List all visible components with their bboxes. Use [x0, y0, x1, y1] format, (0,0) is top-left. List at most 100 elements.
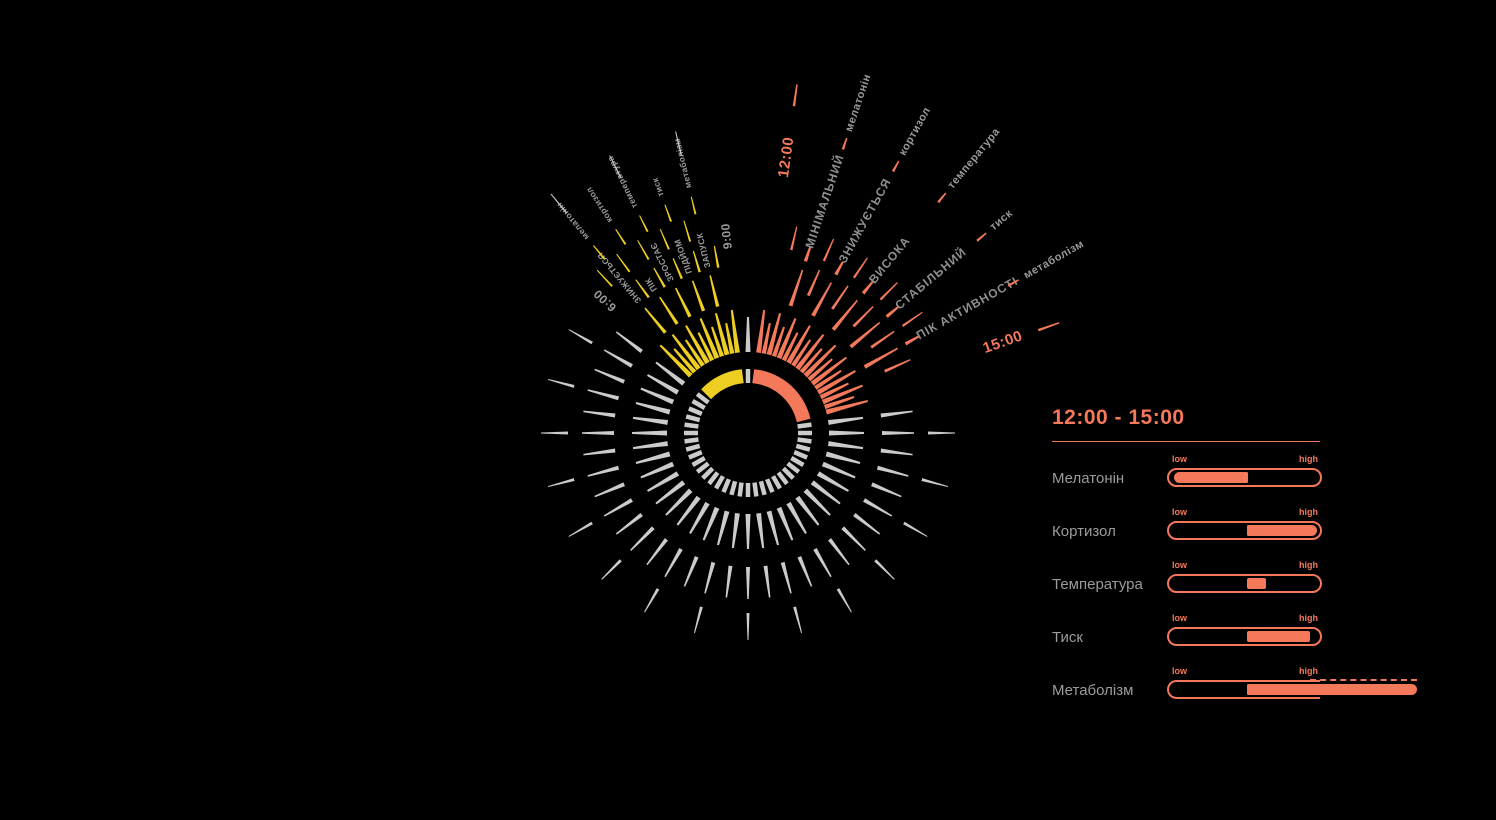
ray-descriptor-label: ПІДЙОМ — [671, 238, 694, 276]
wheel-tick — [891, 160, 900, 173]
wheel-tick — [795, 443, 811, 452]
wheel-tick — [697, 332, 715, 362]
wheel-tick — [771, 376, 782, 391]
ray-descriptor-label: ВИСОКА — [866, 234, 913, 287]
wheel-tick — [713, 245, 720, 268]
ray-parameter-label: кортизол — [897, 105, 933, 158]
wheel-tick — [691, 456, 706, 467]
wheel-tick — [653, 267, 666, 288]
wheel-tick — [707, 380, 720, 395]
wheel-tick — [550, 193, 568, 214]
time-label-6-00: 6:00 — [591, 287, 620, 315]
wheel-tick — [852, 305, 874, 328]
wheel-tick — [821, 461, 856, 479]
wheel-tick — [827, 416, 864, 425]
wheel-tick — [781, 332, 799, 362]
wheel-tick — [766, 312, 782, 356]
wheel-tick — [786, 325, 811, 365]
wheel-tick — [675, 131, 683, 157]
metric-bar-area: low high — [1167, 504, 1322, 557]
wheel-tick — [793, 406, 808, 416]
wheel-tick — [834, 261, 844, 276]
wheel-tick — [730, 309, 740, 354]
wheel-tick — [635, 402, 671, 415]
wheel-tick — [596, 269, 613, 287]
ray-descriptor-label: МІНІМАЛЬНИЙ — [802, 152, 847, 250]
wheel-tick — [799, 348, 823, 374]
wheel-tick — [547, 478, 575, 488]
wheel-tick — [841, 526, 866, 551]
wheel-tick — [803, 246, 812, 262]
wheel-tick — [746, 613, 750, 640]
wheel-tick — [880, 448, 913, 456]
wheel-tick — [568, 329, 593, 345]
wheel-tick — [587, 389, 620, 401]
wheel-tick — [659, 344, 693, 378]
wheel-tick — [692, 250, 701, 273]
wheel-tick — [814, 369, 842, 390]
wheel-tick — [609, 155, 622, 179]
wheel-tick — [714, 312, 730, 356]
wheel-tick — [790, 456, 805, 467]
wheel-tick — [731, 512, 740, 549]
wheel-tick — [676, 495, 701, 526]
wheel-tick — [729, 480, 738, 496]
wheel-tick — [647, 374, 680, 395]
wheel-tick — [646, 538, 669, 566]
wheel-tick — [664, 548, 683, 578]
wheel-tick — [647, 471, 680, 492]
metric-row: Метаболізм low high — [1049, 663, 1479, 716]
wheel-tick — [733, 369, 741, 385]
wheel-tick — [831, 285, 849, 310]
scale-low-label: low — [1172, 560, 1187, 570]
wheel-tick — [583, 410, 616, 418]
circadian-wheel[interactable]: МІНІМАЛЬНИЙмелатонінЗНИЖУЄТЬСЯкортизолВИ… — [0, 0, 1140, 820]
wheel-tick — [798, 430, 812, 436]
metric-bar-area: low high — [1167, 663, 1417, 716]
wheel-tick — [583, 448, 616, 456]
metric-bar-fill — [1247, 525, 1317, 536]
sector-morning-6-9[interactable]: ЗНИЖУЄТЬСЯмелатонінПІКкортизолЗРОСТАЄтем… — [550, 131, 735, 334]
detail-panel: 12:00 - 15:00 Мелатонін low high Кортизол lo… — [1049, 404, 1479, 699]
wheel-tick — [691, 399, 706, 410]
wheel-tick — [752, 482, 759, 497]
wheel-tick — [714, 475, 725, 490]
wheel-tick — [1037, 322, 1060, 332]
wheel-tick — [797, 556, 813, 587]
wheel-tick — [582, 431, 614, 435]
wheel-tick — [853, 512, 881, 535]
metric-row: Мелатонін low high — [1049, 451, 1479, 504]
wheel-tick — [659, 296, 679, 325]
wheel-tick — [685, 325, 710, 365]
ray-parameter-label: кортизол — [584, 185, 615, 225]
ray-parameter-label: метаболізм — [1022, 238, 1086, 282]
wheel-tick — [593, 245, 606, 261]
wheel-tick — [684, 339, 705, 367]
wheel-tick — [587, 465, 620, 477]
wheel-tick — [690, 196, 697, 215]
wheel-tick — [603, 498, 633, 517]
wheel-tick — [781, 466, 795, 480]
wheel-tick — [659, 228, 670, 250]
ray-parameter-label: мелатонін — [843, 72, 873, 133]
wheel-tick — [640, 461, 675, 479]
wheel-tick — [793, 450, 808, 460]
wheel-tick — [921, 478, 949, 488]
wheel-tick — [779, 383, 792, 397]
wheel-tick — [882, 431, 914, 435]
scale-low-label: low — [1172, 666, 1187, 676]
wheel-tick — [822, 238, 835, 262]
wheel-tick — [725, 322, 735, 354]
metric-label: Метаболізм — [1052, 682, 1134, 699]
wheel-tick — [717, 374, 728, 390]
wheel-tick — [594, 482, 625, 498]
overflow-dashed-line — [1310, 679, 1417, 681]
wheel-tick — [871, 482, 902, 498]
wheel-tick — [784, 389, 798, 402]
wheel-tick — [884, 359, 911, 373]
wheel-tick — [714, 376, 725, 391]
wheel-tick — [823, 396, 855, 410]
wheel-tick — [976, 232, 987, 242]
wheel-tick — [541, 431, 568, 435]
